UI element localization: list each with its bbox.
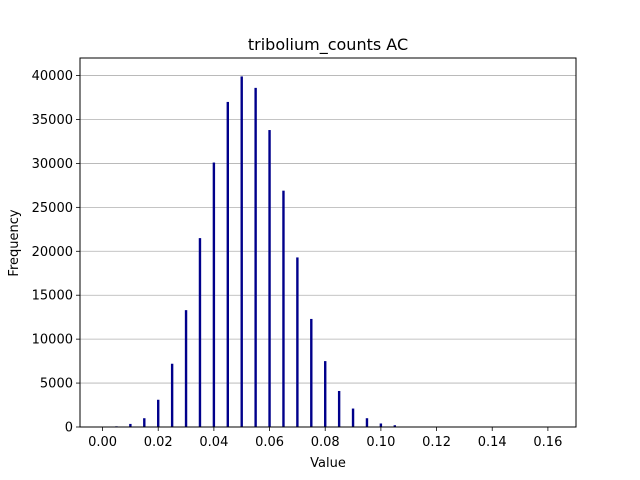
x-tick-label: 0.04	[199, 435, 228, 450]
histogram-bar	[170, 363, 174, 427]
x-tick-label: 0.10	[366, 435, 395, 450]
x-tick-label: 0.16	[533, 435, 562, 450]
histogram-bar	[198, 238, 202, 427]
histogram-bar	[324, 361, 327, 427]
histogram-bar	[337, 390, 341, 427]
x-tick-label: 0.14	[478, 435, 507, 450]
x-tick-label: 0.02	[144, 435, 173, 450]
plot-frame	[79, 57, 577, 428]
histogram-bar	[268, 130, 271, 428]
histogram-bar	[365, 418, 369, 427]
histogram-bar	[393, 425, 397, 427]
y-tick-label: 0	[65, 421, 73, 436]
histogram-bar	[212, 162, 216, 428]
x-axis-label: Value	[310, 456, 346, 471]
y-tick-label: 20000	[32, 245, 73, 260]
x-axis-ticks: 0.00 0.02 0.04 0.06 0.08 0.10 0.12 0.14 0.16	[88, 427, 562, 450]
y-tick-label: 30000	[32, 157, 73, 172]
gridlines	[80, 75, 576, 384]
y-tick-label: 25000	[32, 201, 73, 216]
histogram-bar	[296, 257, 299, 427]
histogram-bar	[184, 310, 188, 427]
chart-title: tribolium_counts AC	[248, 35, 408, 55]
histogram-bar	[282, 190, 285, 427]
histogram-bar	[157, 399, 160, 427]
y-tick-label: 35000	[32, 113, 73, 128]
y-tick-label: 5000	[40, 377, 73, 392]
histogram-bar	[240, 76, 243, 427]
y-axis-label: Frequency	[7, 209, 22, 276]
histogram-bar	[351, 408, 355, 427]
x-tick-label: 0.08	[311, 435, 340, 450]
x-tick-label: 0.06	[255, 435, 284, 450]
histogram-bar	[226, 101, 229, 427]
y-tick-label: 15000	[32, 289, 73, 304]
histogram-bar	[254, 87, 257, 427]
x-tick-label: 0.00	[88, 435, 117, 450]
y-tick-label: 40000	[32, 69, 73, 84]
histogram-bar	[129, 423, 132, 427]
histogram-bar	[310, 318, 313, 427]
y-tick-label: 10000	[32, 333, 73, 348]
x-tick-label: 0.12	[422, 435, 451, 450]
histogram-bar	[143, 418, 146, 427]
histogram-bar	[379, 423, 383, 427]
bars	[115, 76, 397, 428]
y-axis-ticks: 0 5000 10000 15000 20000 25000 30000 35000 40000	[32, 69, 80, 436]
